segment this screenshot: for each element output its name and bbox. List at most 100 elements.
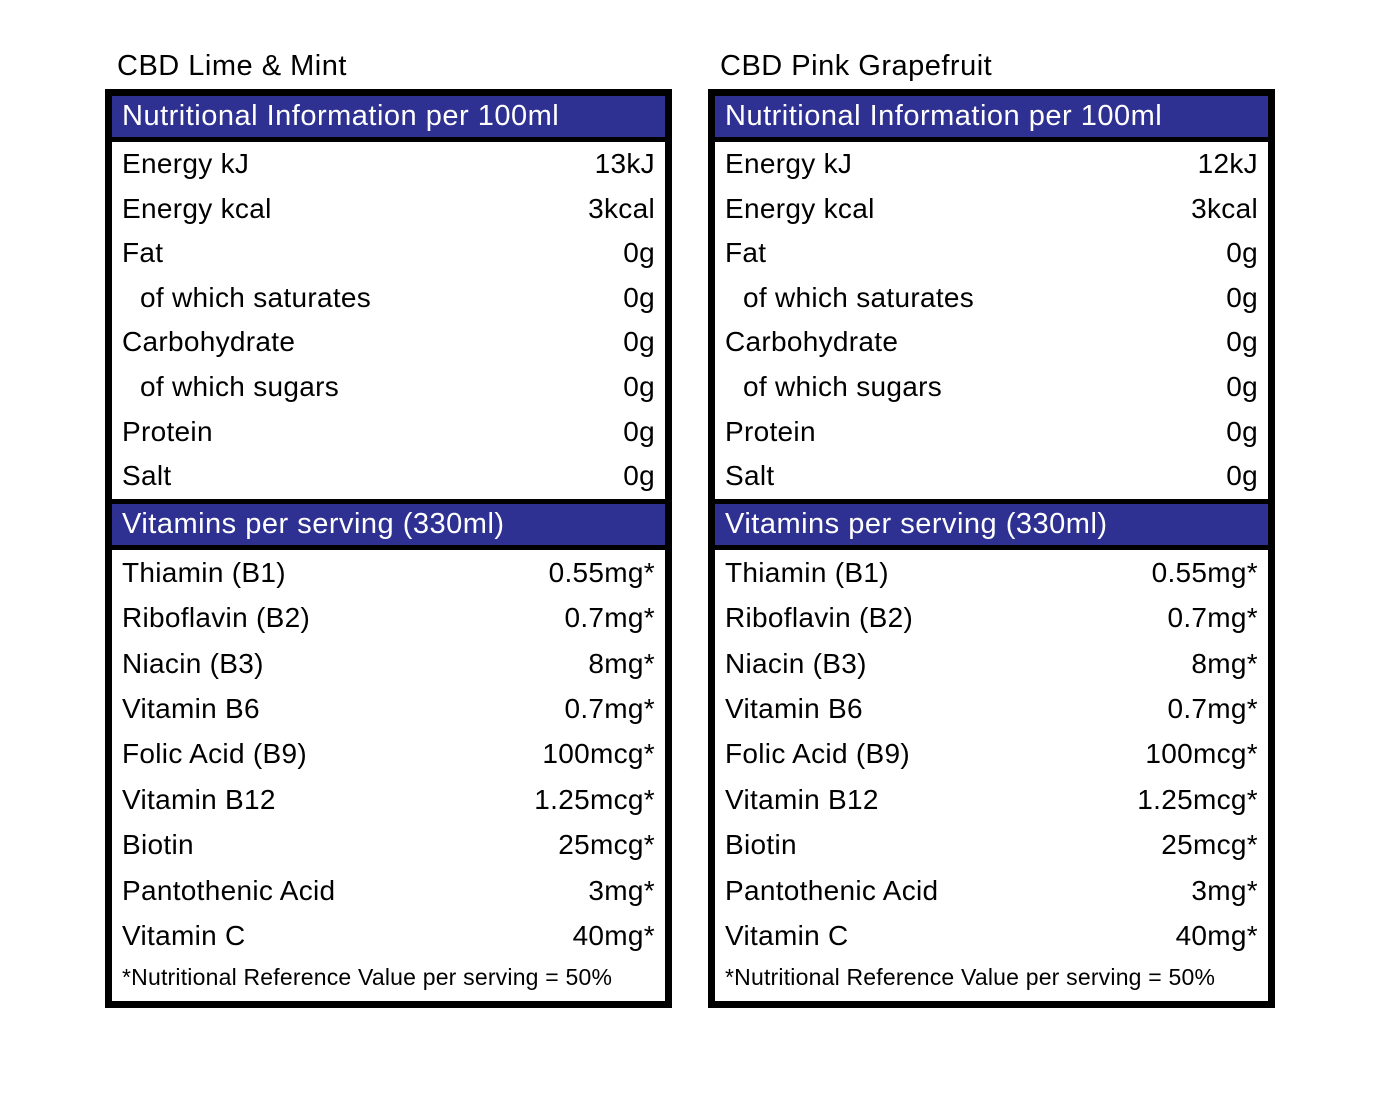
vitamin-rows: Thiamin (B1) 0.55mg* Riboflavin (B2) 0.7… bbox=[715, 550, 1268, 959]
row-value: 3mg* bbox=[1191, 874, 1258, 906]
row-value: 3mg* bbox=[588, 874, 655, 906]
table-row: Riboflavin (B2) 0.7mg* bbox=[112, 595, 665, 640]
row-label: of which saturates bbox=[743, 281, 975, 313]
row-value: 25mcg* bbox=[1161, 829, 1258, 861]
table-row: Thiamin (B1) 0.55mg* bbox=[112, 550, 665, 595]
table-row: Biotin 25mcg* bbox=[715, 822, 1268, 867]
row-value: 1.25mcg* bbox=[534, 783, 655, 815]
row-value: 0g bbox=[1226, 281, 1258, 313]
row-value: 0g bbox=[623, 281, 655, 313]
row-label: of which saturates bbox=[140, 281, 372, 313]
table-row: Vitamin B6 0.7mg* bbox=[112, 686, 665, 731]
table-row: Folic Acid (B9) 100mcg* bbox=[112, 731, 665, 776]
table-row: Carbohydrate 0g bbox=[715, 320, 1268, 365]
nrv-footnote: *Nutritional Reference Value per serving… bbox=[725, 964, 1216, 991]
product-title: CBD Pink Grapefruit bbox=[720, 50, 993, 82]
row-label: of which sugars bbox=[743, 370, 943, 402]
row-label: Vitamin B12 bbox=[725, 783, 879, 815]
row-label: Carbohydrate bbox=[122, 326, 296, 358]
row-value: 0.55mg* bbox=[1151, 556, 1258, 588]
row-value: 3kcal bbox=[1191, 192, 1258, 224]
nrv-footnote: *Nutritional Reference Value per serving… bbox=[122, 964, 613, 991]
row-value: 0g bbox=[623, 460, 655, 492]
row-label: Energy kJ bbox=[725, 148, 853, 179]
table-row: Vitamin C 40mg* bbox=[112, 913, 665, 958]
row-label: Protein bbox=[122, 415, 213, 447]
row-label: Vitamin B6 bbox=[725, 692, 863, 724]
table-row: of which saturates 0g bbox=[715, 276, 1268, 321]
row-label: Carbohydrate bbox=[725, 326, 899, 358]
table-row: Protein 0g bbox=[112, 410, 665, 455]
row-label: Niacin (B3) bbox=[122, 647, 264, 679]
row-value: 0g bbox=[1226, 460, 1258, 492]
table-row: Energy kcal 3kcal bbox=[715, 187, 1268, 232]
row-value: 100mcg* bbox=[542, 738, 655, 770]
nutrition-rows: Energy kJ 12kJ Energy kcal 3kcal Fat 0g … bbox=[715, 142, 1268, 499]
row-label: Riboflavin (B2) bbox=[122, 602, 311, 634]
row-label: Salt bbox=[725, 460, 775, 492]
row-value: 0g bbox=[1226, 326, 1258, 358]
table-row: Energy kJ 13kJ bbox=[112, 142, 665, 187]
row-label: Folic Acid (B9) bbox=[725, 738, 910, 770]
table-row: Niacin (B3) 8mg* bbox=[112, 641, 665, 686]
table-row: of which saturates 0g bbox=[112, 276, 665, 321]
product-title: CBD Lime & Mint bbox=[117, 50, 347, 82]
table-row: Energy kcal 3kcal bbox=[112, 187, 665, 232]
table-row: Biotin 25mcg* bbox=[112, 822, 665, 867]
table-row: Thiamin (B1) 0.55mg* bbox=[715, 550, 1268, 595]
row-value: 0.7mg* bbox=[564, 692, 655, 724]
row-label: Salt bbox=[122, 460, 172, 492]
row-value: 1.25mcg* bbox=[1137, 783, 1258, 815]
table-row: Niacin (B3) 8mg* bbox=[715, 641, 1268, 686]
row-label: Energy kcal bbox=[725, 192, 875, 224]
row-label: Fat bbox=[725, 237, 767, 269]
table-row: Vitamin B12 1.25mcg* bbox=[112, 777, 665, 822]
nutrition-table: Nutritional Information per 100ml Energy… bbox=[708, 89, 1275, 1009]
nutrition-info-header: Nutritional Information per 100ml bbox=[112, 96, 665, 142]
row-label: Vitamin B12 bbox=[122, 783, 276, 815]
row-value: 100mcg* bbox=[1145, 738, 1258, 770]
row-value: 8mg* bbox=[1191, 647, 1258, 679]
table-row: Folic Acid (B9) 100mcg* bbox=[715, 731, 1268, 776]
table-row: of which sugars 0g bbox=[715, 365, 1268, 410]
row-label: of which sugars bbox=[140, 370, 340, 402]
vitamins-header: Vitamins per serving (330ml) bbox=[112, 498, 665, 550]
row-value: 0g bbox=[1226, 237, 1258, 269]
nutrition-panel-pink-grapefruit: CBD Pink Grapefruit Nutritional Informat… bbox=[708, 50, 1275, 1009]
row-value: 40mg* bbox=[572, 920, 655, 951]
row-value: 0.55mg* bbox=[548, 556, 655, 588]
row-value: 25mcg* bbox=[558, 829, 655, 861]
row-label: Thiamin (B1) bbox=[122, 556, 286, 588]
row-label: Protein bbox=[725, 415, 816, 447]
table-row: Pantothenic Acid 3mg* bbox=[715, 868, 1268, 913]
table-row: Fat 0g bbox=[112, 231, 665, 276]
row-label: Energy kJ bbox=[122, 148, 250, 179]
table-row: Fat 0g bbox=[715, 231, 1268, 276]
row-value: 13kJ bbox=[594, 148, 655, 179]
row-value: 0g bbox=[1226, 370, 1258, 402]
row-value: 8mg* bbox=[588, 647, 655, 679]
row-label: Niacin (B3) bbox=[725, 647, 867, 679]
row-value: 0g bbox=[623, 370, 655, 402]
row-value: 0g bbox=[623, 415, 655, 447]
table-row: of which sugars 0g bbox=[112, 365, 665, 410]
table-row: Riboflavin (B2) 0.7mg* bbox=[715, 595, 1268, 640]
row-value: 0.7mg* bbox=[1167, 692, 1258, 724]
row-label: Energy kcal bbox=[122, 192, 272, 224]
table-row: Energy kJ 12kJ bbox=[715, 142, 1268, 187]
row-label: Biotin bbox=[725, 829, 797, 861]
nutrition-table: Nutritional Information per 100ml Energy… bbox=[105, 89, 672, 1009]
row-value: 0.7mg* bbox=[564, 602, 655, 634]
row-value: 0g bbox=[623, 237, 655, 269]
nutrition-panel-lime-mint: CBD Lime & Mint Nutritional Information … bbox=[105, 50, 672, 1009]
table-row: Vitamin B12 1.25mcg* bbox=[715, 777, 1268, 822]
table-row: Pantothenic Acid 3mg* bbox=[112, 868, 665, 913]
row-label: Pantothenic Acid bbox=[122, 874, 336, 906]
row-value: 0g bbox=[1226, 415, 1258, 447]
row-value: 0.7mg* bbox=[1167, 602, 1258, 634]
table-row: Carbohydrate 0g bbox=[112, 320, 665, 365]
row-label: Fat bbox=[122, 237, 164, 269]
table-row: Salt 0g bbox=[715, 454, 1268, 499]
table-row: Protein 0g bbox=[715, 410, 1268, 455]
row-label: Riboflavin (B2) bbox=[725, 602, 914, 634]
